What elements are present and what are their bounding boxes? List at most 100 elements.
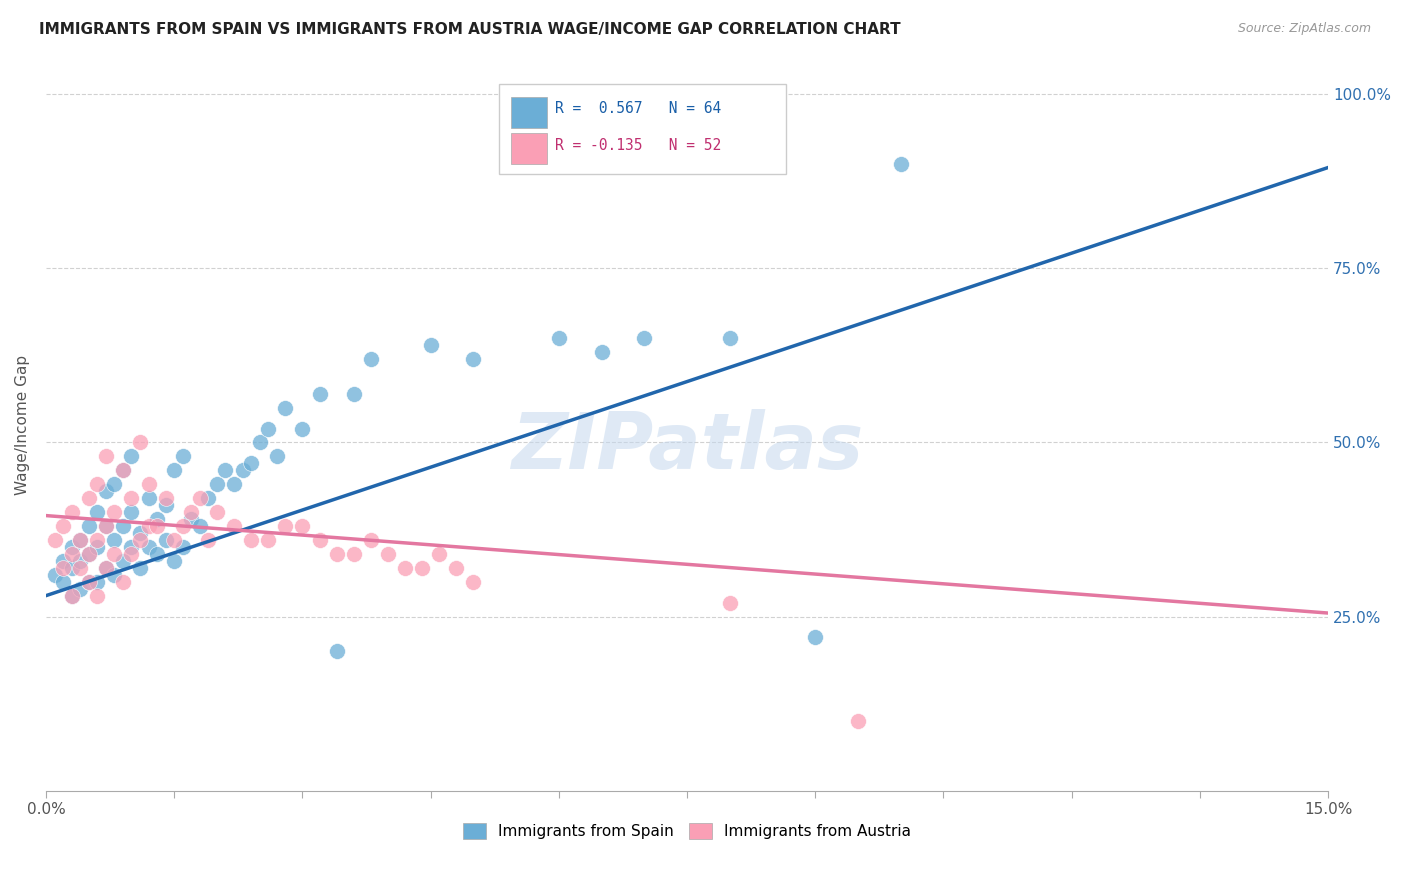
Point [222,519,245,533]
Text: ZIPatlas: ZIPatlas [510,409,863,485]
Text: Source: ZipAtlas.com: Source: ZipAtlas.com [1237,22,1371,36]
Point [77,574,100,589]
Point [308,386,330,401]
Point [343,386,366,401]
Bar [512,97,547,128]
Point [394,561,416,575]
Point [129,435,152,450]
Text: IMMIGRANTS FROM SPAIN VS IMMIGRANTS FROM AUSTRIA WAGE/INCOME GAP CORRELATION CHA: IMMIGRANTS FROM SPAIN VS IMMIGRANTS FROM… [39,22,901,37]
Point [52,519,75,533]
Point [69,554,91,568]
Point [52,574,75,589]
Point [214,463,236,477]
Point [103,547,125,561]
Point [222,477,245,491]
Point [111,463,134,477]
Point [44,567,66,582]
Point [257,421,280,435]
Point [360,533,382,547]
Point [633,331,655,345]
Point [77,519,100,533]
Point [146,512,169,526]
Point [69,533,91,547]
Point [172,450,194,464]
Point [60,561,83,575]
Point [427,547,450,561]
Point [86,477,108,491]
Point [591,345,613,359]
Point [120,491,142,506]
Point [240,456,263,470]
Point [86,574,108,589]
Point [266,450,288,464]
Point [325,644,347,658]
Point [120,505,142,519]
Point [718,331,741,345]
Point [155,498,177,512]
Point [308,533,330,547]
Point [60,547,83,561]
Point [240,533,263,547]
Point [274,519,297,533]
Point [718,596,741,610]
Point [77,547,100,561]
Point [890,157,912,171]
Point [94,450,117,464]
Point [129,533,152,547]
Legend: Immigrants from Spain, Immigrants from Austria: Immigrants from Spain, Immigrants from A… [457,817,917,845]
Point [111,554,134,568]
Point [197,491,219,506]
Point [463,351,485,366]
Point [94,519,117,533]
FancyBboxPatch shape [499,84,786,174]
Point [163,554,186,568]
Point [257,533,280,547]
Point [129,561,152,575]
Point [163,533,186,547]
Text: R = -0.135   N = 52: R = -0.135 N = 52 [555,138,721,153]
Point [86,540,108,554]
Point [325,547,347,561]
Point [60,540,83,554]
Point [60,505,83,519]
Point [129,526,152,541]
Point [94,519,117,533]
Point [172,519,194,533]
Point [155,533,177,547]
Point [120,547,142,561]
Point [103,533,125,547]
Point [188,519,211,533]
Point [69,533,91,547]
Point [180,512,202,526]
Point [197,533,219,547]
Point [111,519,134,533]
Point [77,547,100,561]
Point [60,589,83,603]
Point [94,561,117,575]
Point [52,554,75,568]
Point [86,505,108,519]
Y-axis label: Wage/Income Gap: Wage/Income Gap [15,355,30,495]
Point [188,491,211,506]
Point [77,574,100,589]
Point [103,477,125,491]
Point [94,561,117,575]
Point [249,435,271,450]
Point [111,463,134,477]
Point [446,561,468,575]
Point [360,351,382,366]
Point [419,338,441,352]
Point [69,582,91,596]
Point [138,491,160,506]
Point [120,450,142,464]
Point [377,547,399,561]
Point [291,519,314,533]
Point [120,540,142,554]
Point [103,567,125,582]
Point [69,561,91,575]
Point [846,714,869,728]
Point [52,561,75,575]
Point [138,540,160,554]
Point [146,519,169,533]
Point [274,401,297,415]
